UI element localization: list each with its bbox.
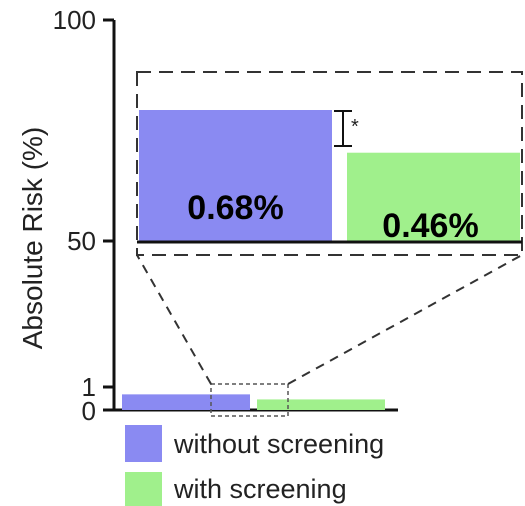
zoom-connector-right — [287, 254, 523, 385]
inset-bar-with-screening — [347, 152, 520, 242]
bar-with-screening — [257, 399, 385, 410]
y-tick-label-100: 100 — [53, 5, 96, 35]
inset-value-label-with-screening: 0.46% — [382, 207, 478, 245]
significance-marker: * — [351, 116, 359, 138]
y-tick-label-0: 0 — [82, 396, 96, 426]
inset-value-label-without-screening: 0.68% — [187, 189, 283, 227]
y-tick-label-1: 1 — [82, 372, 96, 402]
legend-swatch-with-screening — [125, 472, 162, 506]
significance-bracket — [334, 110, 352, 147]
y-tick-label-50: 50 — [67, 226, 96, 256]
zoom-connector-left — [136, 254, 212, 385]
y-axis-title: Absolute Risk (%) — [17, 127, 48, 350]
zoom-region-box — [210, 383, 289, 417]
inset-bar-without-screening — [139, 110, 332, 242]
bar-without-screening — [122, 394, 250, 410]
legend-swatch-without-screening — [125, 425, 162, 462]
inset-frame — [136, 71, 523, 256]
legend-label-without-screening: without screening — [173, 429, 384, 459]
legend-label-with-screening: with screening — [173, 474, 347, 504]
